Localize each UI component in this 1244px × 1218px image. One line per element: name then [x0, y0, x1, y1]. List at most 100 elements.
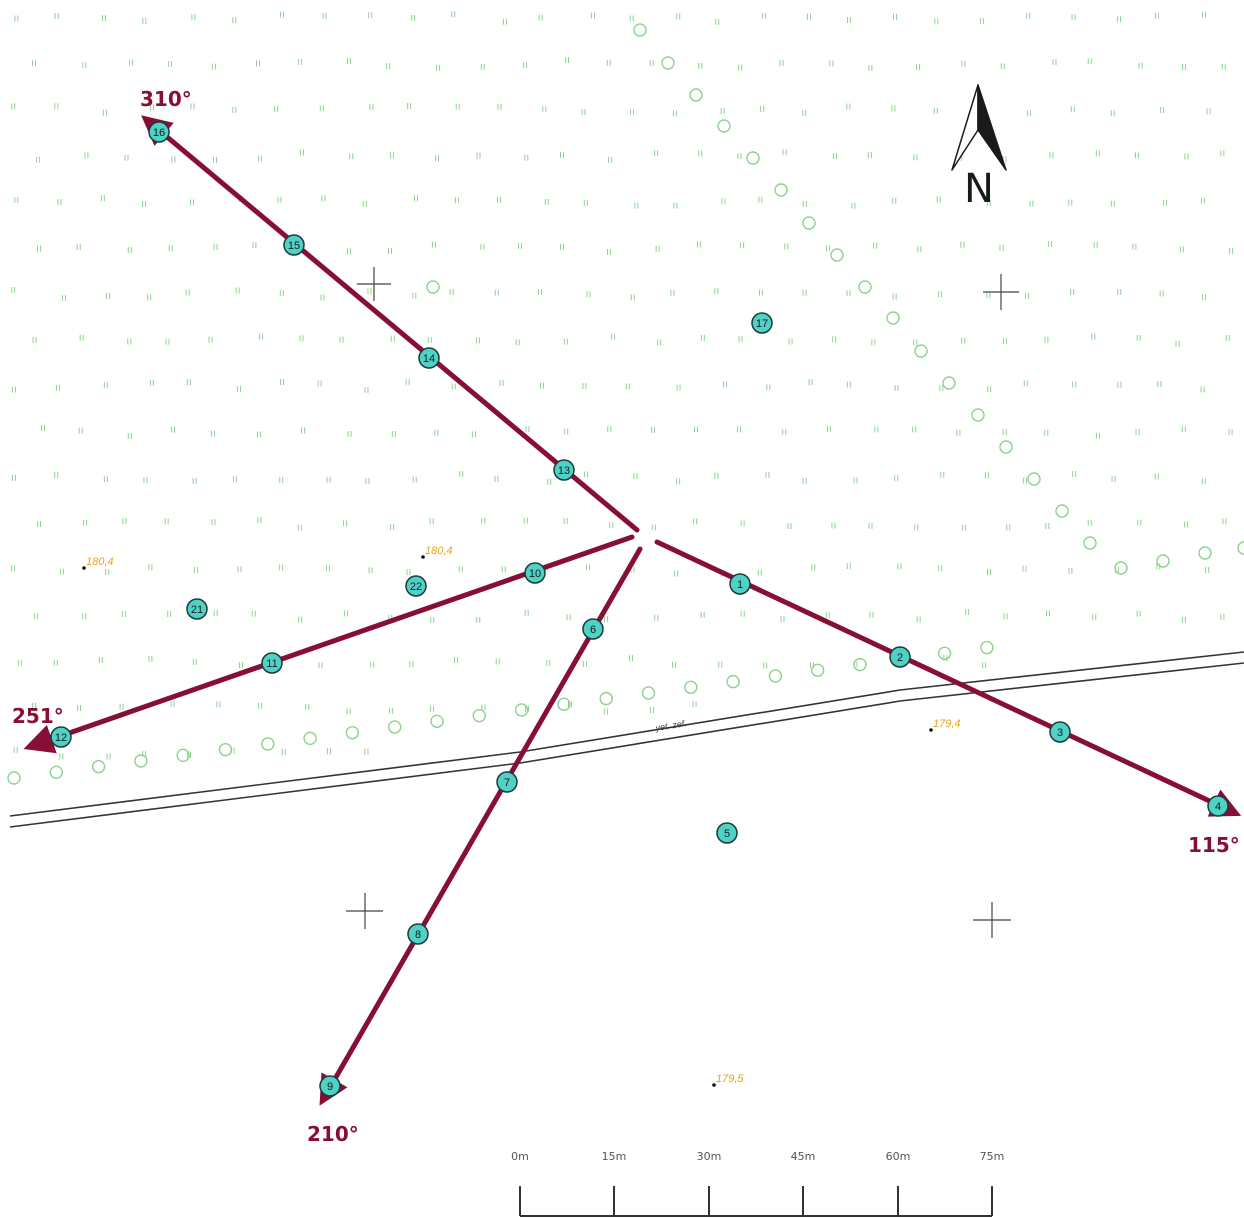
grass-mark [1048, 241, 1053, 248]
grass-mark [846, 290, 851, 297]
sample-point[interactable]: 5 [716, 822, 738, 844]
shrub-symbol [599, 691, 613, 706]
grass-mark [256, 60, 261, 67]
sample-point[interactable]: 15 [283, 234, 305, 256]
grass-mark [76, 244, 81, 251]
svg-text:180,4: 180,4 [425, 545, 453, 557]
sample-point[interactable]: 22 [405, 575, 427, 597]
grass-mark [564, 428, 569, 435]
sample-point[interactable]: 1 [729, 573, 751, 595]
grass-mark [346, 708, 351, 715]
grass-mark [390, 523, 395, 530]
grass-mark [934, 18, 939, 25]
sample-point[interactable]: 16 [148, 121, 170, 143]
grass-mark [481, 704, 486, 711]
grass-mark [563, 338, 568, 345]
shrub-symbol [689, 88, 703, 102]
grass-mark [55, 384, 60, 391]
grass-mark [565, 57, 570, 64]
grass-mark [212, 156, 217, 163]
grass-mark [1117, 16, 1122, 23]
shrub-symbol [980, 640, 994, 655]
shrub-symbol [853, 657, 867, 672]
grass-mark [563, 517, 568, 524]
grass-mark [1221, 63, 1226, 70]
shrub-symbol [746, 151, 760, 165]
grass-mark [692, 701, 697, 708]
grass-mark [847, 17, 852, 24]
grass-mark [77, 705, 82, 712]
sample-point[interactable]: 13 [553, 459, 575, 481]
shrub-symbol [914, 344, 928, 358]
grass-mark [326, 748, 331, 755]
grass-mark [501, 566, 506, 573]
grass-mark [186, 379, 191, 386]
grass-mark [475, 337, 480, 344]
grass-mark [525, 705, 530, 712]
grass-mark [567, 701, 572, 708]
shrub-symbol [49, 765, 63, 780]
grass-mark [257, 517, 262, 524]
grass-mark [738, 64, 743, 71]
grass-mark [119, 703, 124, 710]
spot-height: 179,4 [929, 718, 961, 732]
grass-mark [427, 336, 432, 343]
grass-mark [57, 199, 62, 206]
grass-mark [846, 563, 851, 570]
grass-mark [806, 13, 811, 20]
grass-mark [458, 566, 463, 573]
grass-mark [411, 14, 416, 21]
sample-point[interactable]: 9 [319, 1075, 341, 1097]
transect-115 [654, 539, 1242, 817]
svg-text:179,4: 179,4 [933, 718, 961, 730]
sample-point[interactable]: 11 [261, 652, 283, 674]
sample-point[interactable]: 6 [582, 618, 604, 640]
grass-mark [83, 519, 88, 526]
sample-point[interactable]: 3 [1049, 721, 1071, 743]
north-label: N [964, 166, 994, 212]
grass-mark [538, 289, 543, 296]
grass-mark [846, 103, 851, 110]
shrub-symbol [218, 742, 233, 757]
grass-mark [782, 428, 787, 435]
grass-mark [740, 520, 745, 527]
grass-mark [606, 59, 611, 66]
grass-mark [171, 156, 176, 163]
shrub-symbol [426, 280, 440, 294]
sample-point[interactable]: 21 [186, 598, 208, 620]
grass-mark [412, 476, 417, 483]
grass-mark [892, 293, 897, 300]
sample-point[interactable]: 12 [50, 726, 72, 748]
sample-point[interactable]: 2 [889, 646, 911, 668]
grass-mark [494, 476, 499, 483]
grass-mark [1095, 150, 1100, 157]
sample-point[interactable]: 14 [418, 347, 440, 369]
grass-mark [168, 245, 173, 252]
sample-point[interactable]: 4 [1207, 795, 1229, 817]
sample-point[interactable]: 8 [407, 923, 429, 945]
bearing-label-310: 310° [140, 87, 192, 111]
grass-mark [318, 662, 323, 669]
grid-cross [973, 902, 1011, 938]
shrub-symbol [942, 376, 956, 390]
grass-mark [1092, 614, 1097, 621]
grass-mark [149, 104, 154, 111]
grass-mark [869, 611, 874, 618]
grass-mark [808, 379, 813, 386]
grass-mark [802, 477, 807, 484]
grass-mark [986, 199, 991, 206]
sample-point[interactable]: 10 [524, 562, 546, 584]
grass-mark [544, 198, 549, 205]
sample-point[interactable]: 7 [496, 771, 518, 793]
grass-mark [1184, 521, 1189, 528]
grass-mark [916, 616, 921, 623]
grass-mark [894, 385, 899, 392]
grass-mark [765, 472, 770, 479]
shrub-symbol [91, 759, 106, 774]
grass-mark [237, 566, 242, 573]
grass-mark [960, 241, 965, 248]
grass-mark [956, 429, 961, 436]
svg-text:14: 14 [423, 353, 435, 365]
grass-mark [566, 614, 571, 621]
sample-point[interactable]: 17 [751, 312, 773, 334]
